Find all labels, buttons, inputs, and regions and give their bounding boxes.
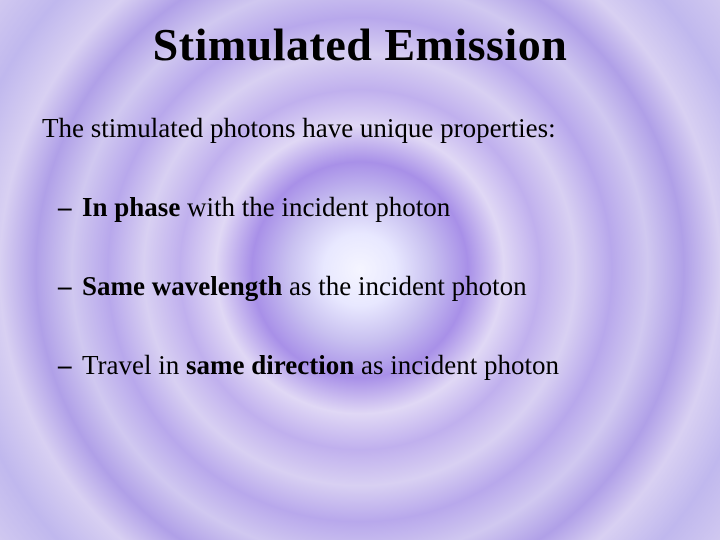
bullet-list: In phase with the incident photon Same w… [40, 192, 680, 381]
bullet-bold: same direction [186, 350, 354, 380]
bullet-pre: Travel in [82, 350, 186, 380]
slide-content: Stimulated Emission The stimulated photo… [0, 0, 720, 540]
bullet-post: with the incident photon [180, 192, 450, 222]
slide-title: Stimulated Emission [40, 18, 680, 71]
list-item: In phase with the incident photon [82, 192, 680, 223]
list-item: Travel in same direction as incident pho… [82, 350, 680, 381]
intro-text: The stimulated photons have unique prope… [42, 113, 680, 144]
bullet-bold: Same wavelength [82, 271, 282, 301]
bullet-bold: In phase [82, 192, 180, 222]
bullet-post: as the incident photon [282, 271, 526, 301]
list-item: Same wavelength as the incident photon [82, 271, 680, 302]
bullet-post: as incident photon [354, 350, 559, 380]
